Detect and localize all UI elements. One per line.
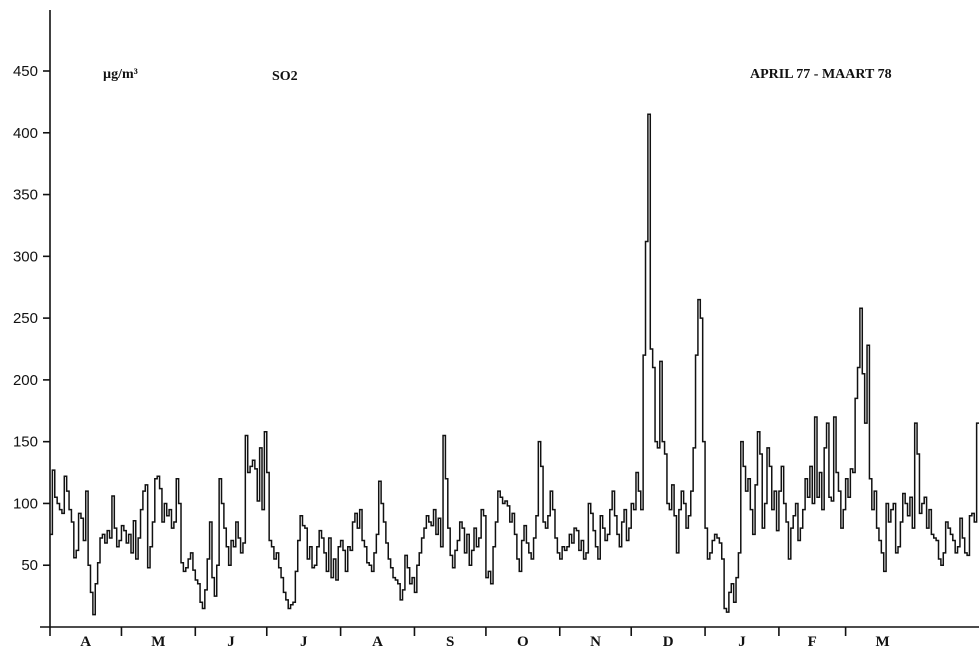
- series-layer: [50, 114, 979, 614]
- month-label: M: [151, 634, 165, 650]
- y-tick-label: 100: [13, 495, 38, 512]
- y-tick-label: 150: [13, 434, 38, 451]
- y-tick-label: 450: [13, 63, 38, 80]
- month-label: A: [80, 634, 91, 650]
- month-label: A: [372, 634, 383, 650]
- month-label: O: [517, 634, 529, 650]
- month-label: J: [738, 634, 746, 650]
- y-tick-label: 400: [13, 125, 38, 142]
- month-label: F: [808, 634, 817, 650]
- so2-series-line: [50, 114, 979, 614]
- month-label: J: [227, 634, 235, 650]
- unit-label: µg/m³: [103, 67, 138, 82]
- y-tick-label: 350: [13, 187, 38, 204]
- chart-title: SO2: [272, 69, 298, 84]
- y-tick-label: 50: [21, 557, 38, 574]
- chart-subtitle: APRIL 77 - MAART 78: [750, 67, 892, 82]
- y-tick-label: 200: [13, 372, 38, 389]
- month-label: N: [590, 634, 601, 650]
- month-label: M: [875, 634, 889, 650]
- y-axis: 50 100 150 200 250 300 350 400 450: [13, 10, 50, 627]
- month-label: D: [663, 634, 674, 650]
- month-label: S: [446, 634, 454, 650]
- y-tick-label: 300: [13, 248, 38, 265]
- y-tick-label: 250: [13, 310, 38, 327]
- month-label: J: [300, 634, 308, 650]
